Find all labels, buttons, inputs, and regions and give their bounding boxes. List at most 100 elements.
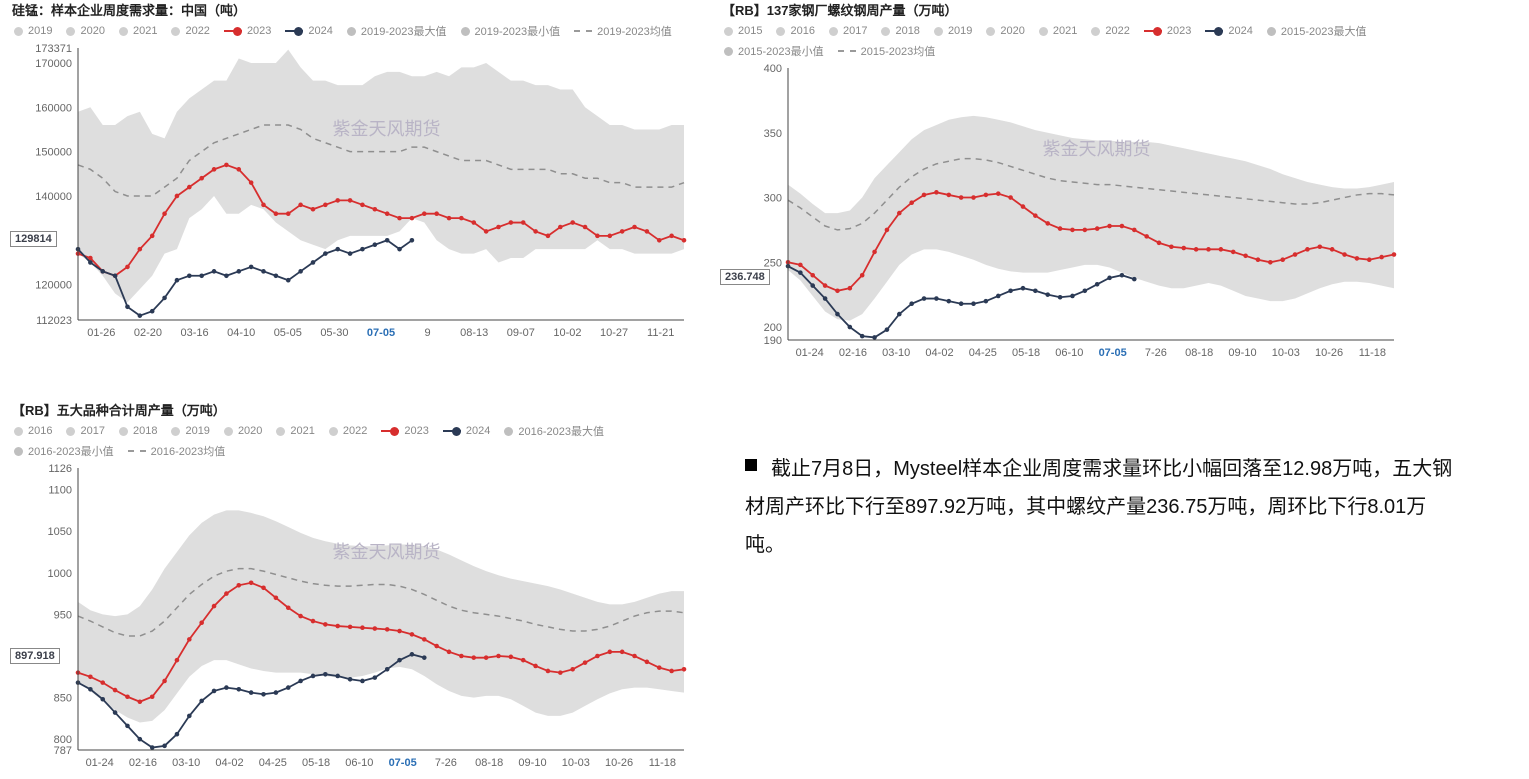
- legend-item: 2021: [276, 425, 314, 437]
- svg-text:10-02: 10-02: [553, 327, 581, 339]
- legend-item: 2016-2023最大值: [504, 423, 604, 439]
- legend-item: 2018: [881, 25, 919, 37]
- legend-item: 2019: [171, 425, 209, 437]
- chart-2: 【RB】137家钢厂螺纹钢周产量（万吨） 2015 2016 2017 2018 201…: [720, 0, 1408, 369]
- svg-text:08-13: 08-13: [460, 327, 488, 339]
- legend-item: 2017: [829, 25, 867, 37]
- legend-item: 2016: [14, 425, 52, 437]
- svg-text:11-21: 11-21: [647, 327, 674, 339]
- legend-item: 2015-2023最大值: [1267, 23, 1367, 39]
- svg-text:04-25: 04-25: [259, 757, 287, 769]
- chart-1: 硅锰：样本企业周度需求量：中国（吨） 201920202021202220232…: [10, 0, 698, 349]
- svg-text:173371: 173371: [35, 43, 72, 55]
- chart-title: 硅锰：样本企业周度需求量：中国（吨）: [12, 0, 698, 19]
- svg-text:05-18: 05-18: [1012, 347, 1040, 359]
- chart-title: 【RB】137家钢厂螺纹钢周产量（万吨）: [722, 0, 1408, 19]
- svg-text:08-18: 08-18: [475, 757, 503, 769]
- svg-text:850: 850: [54, 693, 72, 705]
- latest-value-box: 236.748: [720, 269, 770, 285]
- chart-legend: 2019 2020 2021 2022 2023 2024 2019-2023最大值 2019…: [14, 23, 698, 39]
- legend-item: 2017: [66, 425, 104, 437]
- legend-item: 2019-2023最小值: [461, 23, 561, 39]
- chart-title: 【RB】五大品种合计周产量（万吨）: [12, 400, 698, 419]
- legend-item: 2024: [285, 25, 332, 37]
- svg-text:04-10: 04-10: [227, 327, 255, 339]
- svg-text:02-16: 02-16: [839, 347, 867, 359]
- svg-text:1050: 1050: [48, 526, 72, 538]
- svg-text:08-18: 08-18: [1185, 347, 1213, 359]
- legend-item: 2015: [724, 25, 762, 37]
- legend-item: 2023: [224, 25, 271, 37]
- watermark-text: 紫金天风期货: [333, 119, 441, 139]
- svg-text:07-05: 07-05: [367, 327, 395, 339]
- svg-text:7-26: 7-26: [1145, 347, 1167, 359]
- legend-item: 2022: [329, 425, 367, 437]
- svg-text:400: 400: [764, 63, 782, 75]
- svg-text:11-18: 11-18: [1359, 347, 1386, 359]
- svg-text:02-20: 02-20: [134, 327, 162, 339]
- svg-text:300: 300: [764, 193, 782, 205]
- svg-text:01-26: 01-26: [87, 327, 115, 339]
- svg-text:05-05: 05-05: [274, 327, 302, 339]
- svg-text:1100: 1100: [48, 485, 72, 497]
- svg-text:1000: 1000: [48, 568, 72, 580]
- legend-item: 2019: [934, 25, 972, 37]
- commentary-block: 截止7月8日，Mysteel样本企业周度需求量环比小幅回落至12.98万吨，五大…: [745, 450, 1465, 564]
- svg-text:07-05: 07-05: [1099, 347, 1127, 359]
- legend-item: 2022: [1091, 25, 1129, 37]
- svg-text:800: 800: [54, 734, 72, 746]
- svg-text:200: 200: [764, 322, 782, 334]
- svg-text:190: 190: [764, 335, 782, 347]
- svg-text:04-02: 04-02: [925, 347, 953, 359]
- svg-text:09-10: 09-10: [1228, 347, 1256, 359]
- legend-item: 2020: [986, 25, 1024, 37]
- svg-text:04-02: 04-02: [215, 757, 243, 769]
- svg-text:250: 250: [764, 257, 782, 269]
- svg-text:11-18: 11-18: [649, 757, 676, 769]
- legend-item: 2019: [14, 25, 52, 37]
- svg-text:06-10: 06-10: [1055, 347, 1083, 359]
- legend-item: 2020: [66, 25, 104, 37]
- chart-3: 【RB】五大品种合计周产量（万吨） 2016201720182019202020…: [10, 400, 698, 779]
- svg-text:03-10: 03-10: [172, 757, 200, 769]
- svg-text:170000: 170000: [35, 58, 72, 70]
- legend-item: 2020: [224, 425, 262, 437]
- legend-item: 2019-2023最大值: [347, 23, 447, 39]
- legend-item: 2018: [119, 425, 157, 437]
- legend-item: 2021: [119, 25, 157, 37]
- legend-item: 2022: [171, 25, 209, 37]
- svg-text:01-24: 01-24: [86, 757, 114, 769]
- svg-text:160000: 160000: [35, 102, 72, 114]
- svg-text:02-16: 02-16: [129, 757, 157, 769]
- svg-text:10-26: 10-26: [605, 757, 633, 769]
- latest-value-box: 897.918: [10, 648, 60, 664]
- svg-text:07-05: 07-05: [389, 757, 417, 769]
- legend-item: 2024: [443, 425, 490, 437]
- svg-text:140000: 140000: [35, 191, 72, 203]
- legend-item: 2023: [1144, 25, 1191, 37]
- chart-plot: 1120231200001400001500001600001700001733…: [10, 43, 698, 349]
- chart-plot: 7878008509501000105011001126 01-2402-160…: [10, 463, 698, 779]
- svg-text:150000: 150000: [35, 147, 72, 159]
- svg-text:04-25: 04-25: [969, 347, 997, 359]
- svg-text:112023: 112023: [36, 315, 72, 327]
- svg-text:09-07: 09-07: [507, 327, 535, 339]
- svg-text:01-24: 01-24: [796, 347, 824, 359]
- svg-text:03-16: 03-16: [180, 327, 208, 339]
- svg-text:03-10: 03-10: [882, 347, 910, 359]
- chart-legend: 2016 2017 2018 2019 2020 2021 2022 2023 2024 2016…: [14, 423, 698, 459]
- svg-text:05-18: 05-18: [302, 757, 330, 769]
- legend-item: 2019-2023均值: [574, 23, 672, 39]
- svg-text:06-10: 06-10: [345, 757, 373, 769]
- legend-item: 2023: [381, 425, 428, 437]
- svg-text:7-26: 7-26: [435, 757, 457, 769]
- svg-text:9: 9: [425, 327, 431, 339]
- legend-item: 2015-2023均值: [838, 43, 936, 59]
- svg-text:10-26: 10-26: [1315, 347, 1343, 359]
- legend-item: 2021: [1039, 25, 1077, 37]
- legend-item: 2016: [776, 25, 814, 37]
- svg-text:05-30: 05-30: [320, 327, 348, 339]
- svg-text:787: 787: [54, 745, 72, 757]
- svg-text:09-10: 09-10: [518, 757, 546, 769]
- svg-text:10-03: 10-03: [1272, 347, 1300, 359]
